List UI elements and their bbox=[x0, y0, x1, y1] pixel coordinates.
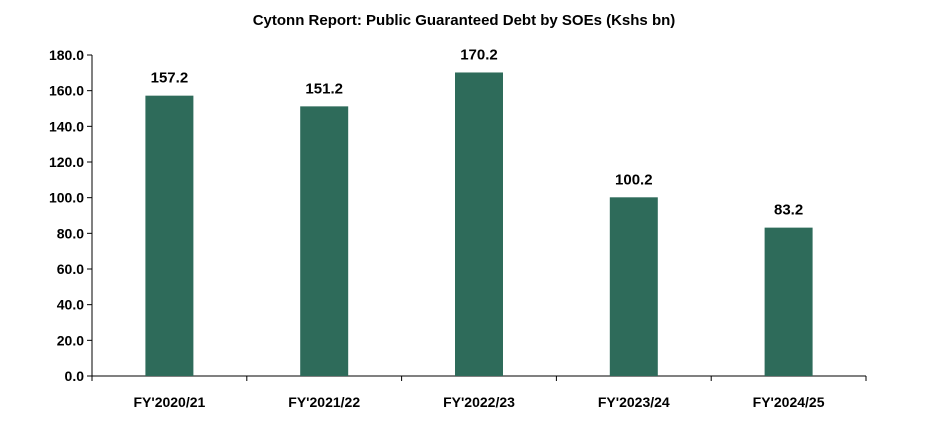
data-label: 83.2 bbox=[774, 202, 803, 219]
bars bbox=[145, 72, 813, 377]
y-tick-label: 60.0 bbox=[57, 261, 84, 277]
data-label: 151.2 bbox=[305, 80, 343, 97]
bar bbox=[764, 227, 813, 376]
bar bbox=[609, 197, 658, 376]
x-tick-label: FY'2023/24 bbox=[598, 394, 670, 410]
x-tick-label: FY'2020/21 bbox=[133, 394, 205, 410]
y-tick-label: 100.0 bbox=[49, 190, 84, 206]
chart-title: Cytonn Report: Public Guaranteed Debt by… bbox=[253, 12, 676, 29]
y-tick-label: 40.0 bbox=[57, 297, 84, 313]
data-label: 170.2 bbox=[460, 46, 498, 63]
y-tick-label: 160.0 bbox=[49, 83, 84, 99]
y-tick-label: 80.0 bbox=[57, 225, 84, 241]
bar bbox=[300, 106, 349, 377]
bar bbox=[145, 95, 194, 376]
data-label: 157.2 bbox=[151, 70, 189, 87]
x-axis: FY'2020/21 FY'2021/22 FY'2022/23 FY'2023/24… bbox=[91, 375, 867, 410]
y-tick-label: 180.0 bbox=[49, 47, 84, 63]
data-label: 100.2 bbox=[615, 171, 653, 188]
x-tick-label: FY'2021/22 bbox=[288, 394, 360, 410]
y-tick-label: 120.0 bbox=[49, 154, 84, 170]
x-tick-label: FY'2024/25 bbox=[753, 394, 825, 410]
y-tick-label: 140.0 bbox=[49, 118, 84, 134]
y-axis: 0.0 20.0 40.0 60.0 80.0 100.0 120.0 140.0 160.0 1… bbox=[49, 47, 93, 384]
y-tick-label: 20.0 bbox=[57, 332, 84, 348]
data-labels: 157.2 151.2 170.2 100.2 83.2 bbox=[151, 46, 804, 218]
bar bbox=[455, 72, 503, 376]
y-tick-label: 0.0 bbox=[65, 368, 85, 384]
x-tick-label: FY'2022/23 bbox=[443, 394, 515, 410]
